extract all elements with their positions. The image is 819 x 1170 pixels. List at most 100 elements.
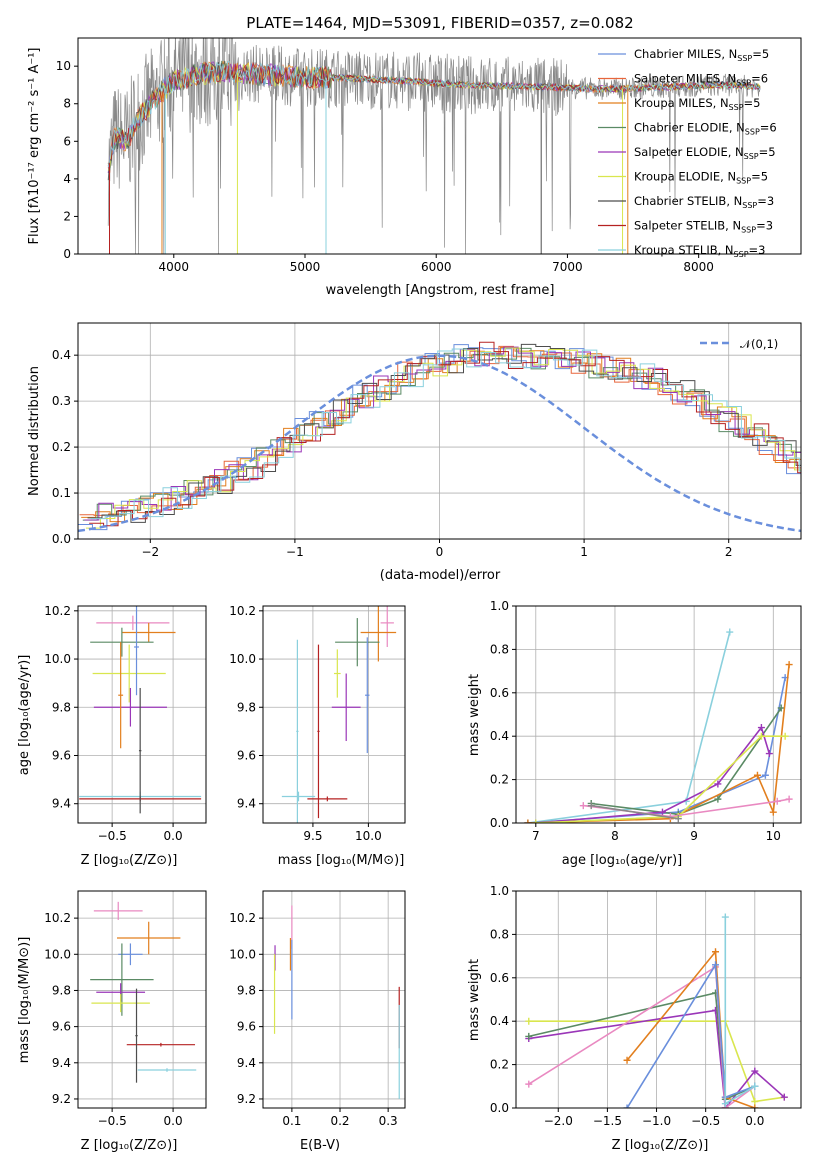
spectrum-legend: Chabrier MILES, NSSP=5 Salpeter MILES, NS…: [598, 47, 777, 259]
x-tick-label: 4000: [159, 260, 190, 274]
legend-label: Salpeter MILES, NSSP=6: [634, 72, 768, 88]
plus-marker: [525, 1017, 533, 1025]
x-tick-label: −1.0: [642, 1114, 671, 1128]
ageZ-x-label: Z [log₁₀(Z/Z⊙)]: [81, 853, 178, 868]
x-tick-label: 0.0: [164, 1114, 183, 1128]
x-tick-label: 7000: [552, 260, 583, 274]
plus-marker: [623, 1056, 631, 1064]
x-tick-label: 10: [766, 829, 781, 843]
model-spectrum-line: [107, 61, 761, 168]
residual-histogram-panel: −2 −1 0 1 2 0.0 0.1 0.2 0.3 0.4 (data-model)/erro…: [27, 322, 802, 583]
mass-vs-ebv-panel: 0.1 0.2 0.3 9.2 9.4 9.6 9.8 10.0 10.2: [229, 890, 406, 1128]
plus-marker: [524, 819, 532, 823]
figure-title: PLATE=1464, MJD=53091, FIBERID=0357, z=0…: [246, 14, 633, 32]
y-tick-label: 0.2: [52, 440, 71, 454]
spectrum-frame: [77, 37, 802, 255]
normal-curve-line: [78, 354, 801, 533]
plus-marker: [785, 661, 793, 669]
x-tick-label: 9.5: [303, 829, 322, 843]
y-tick-label: 9.2: [52, 1092, 71, 1106]
y-tick-label: 10.0: [229, 652, 256, 666]
age-vs-mass-panel: 9.5 10.0 9.4 9.6 9.8 10.0 10.2: [229, 604, 406, 843]
plus-marker: [721, 1100, 729, 1108]
y-tick-label: 10: [56, 59, 71, 73]
massZ-x-label: Z [log₁₀(Z/Z⊙)]: [81, 1138, 178, 1153]
y-tick-label: 2: [63, 209, 71, 223]
massZ-y-label: mass [log₁₀(M/M⊙)]: [17, 937, 32, 1064]
x-tick-label: −2: [141, 545, 159, 559]
y-tick-label: 1.0: [490, 599, 509, 613]
y-tick-label: 9.2: [237, 1092, 256, 1106]
y-tick-label: 9.8: [237, 700, 256, 714]
y-tick-label: 0.3: [52, 394, 71, 408]
y-tick-label: 0.2: [490, 1058, 509, 1072]
y-tick-label: 10.2: [44, 911, 71, 925]
y-tick-label: 0.8: [490, 927, 509, 941]
normal-legend-label: 𝒩(0,1): [740, 337, 778, 351]
ageM-x-label: mass [log₁₀(M/M⊙)]: [278, 853, 405, 868]
x-tick-label: −2.0: [544, 1114, 573, 1128]
y-tick-label: 9.6: [237, 748, 256, 762]
spectrum-plot-area: 4000 5000 6000 7000 8000 0 2 4 6 8 10: [56, 38, 761, 274]
panel-frame: [262, 890, 406, 1109]
legend-label: Chabrier ELODIE, NSSP=6: [634, 121, 777, 137]
plus-marker: [726, 628, 734, 636]
plus-marker: [579, 802, 587, 810]
weight-line: [626, 962, 756, 1108]
plus-marker: [757, 724, 765, 732]
plus-marker: [532, 819, 540, 823]
y-tick-label: 0.0: [52, 532, 71, 546]
plus-marker: [525, 1032, 533, 1040]
y-tick-label: 0.2: [490, 773, 509, 787]
legend-label: Kroupa STELIB, NSSP=3: [634, 243, 765, 259]
histogram-step-line: [90, 348, 801, 520]
plus-marker: [781, 732, 789, 740]
plus-marker: [751, 1097, 759, 1105]
weight-line: [591, 804, 679, 820]
histogram-step-line: [81, 346, 801, 523]
plus-marker: [525, 1080, 533, 1088]
histogram-step-line: [82, 347, 801, 521]
plus-marker: [714, 780, 722, 788]
y-tick-label: 9.6: [52, 1020, 71, 1034]
legend-label: Chabrier STELIB, NSSP=3: [634, 194, 774, 210]
plus-marker: [712, 948, 719, 956]
x-tick-label: −1: [286, 545, 304, 559]
histogram-step-line: [87, 343, 801, 523]
massE-x-label: E(B-V): [300, 1138, 340, 1153]
plus-marker: [777, 704, 785, 712]
plot-content: [79, 606, 202, 814]
panel-frame: [262, 605, 406, 824]
y-tick-label: 9.4: [52, 1056, 71, 1070]
plus-marker: [714, 795, 722, 803]
weight-line: [626, 949, 756, 1108]
weight-line: [528, 1009, 785, 1108]
plus-marker: [773, 797, 781, 805]
histogram-step-line: [85, 347, 801, 529]
y-tick-label: 9.4: [237, 1056, 256, 1070]
spectrum-x-label: wavelength [Angstrom, rest frame]: [326, 283, 555, 298]
y-tick-label: 4: [63, 172, 71, 186]
y-tick-label: 0.6: [490, 971, 509, 985]
y-tick-label: 0.4: [490, 729, 509, 743]
plot-content: [524, 628, 793, 823]
wAge-x-label: age [log₁₀(age/yr)]: [562, 853, 683, 868]
x-tick-label: 8: [611, 829, 619, 843]
weight-vs-metallicity-panel: −2.0 −1.5 −1.0 −0.5 0.0 0.0 0.2 0.4 0.6 0.8 1.0: [490, 884, 802, 1128]
plus-marker: [780, 1093, 788, 1101]
age-vs-metallicity-panel: −0.5 0.0 9.4 9.6 9.8 10.0 10.2: [44, 604, 207, 843]
wZ-x-label: Z [log₁₀(Z/Z⊙)]: [612, 1138, 709, 1153]
panel-frame: [515, 890, 802, 1109]
weight-line: [591, 707, 782, 816]
plus-marker: [623, 1104, 631, 1108]
x-tick-label: 0.0: [745, 1114, 764, 1128]
histogram-step-line: [79, 345, 801, 516]
x-tick-label: 0.3: [379, 1114, 398, 1128]
plus-marker: [753, 771, 761, 779]
legend-label: Kroupa MILES, NSSP=5: [634, 96, 760, 112]
x-tick-label: 5000: [290, 260, 321, 274]
weight-vs-age-panel: 7 8 9 10 0.0 0.2 0.4 0.6 0.8 1.0: [490, 599, 802, 843]
weight-line: [527, 631, 731, 823]
y-tick-label: 10.2: [229, 604, 256, 618]
